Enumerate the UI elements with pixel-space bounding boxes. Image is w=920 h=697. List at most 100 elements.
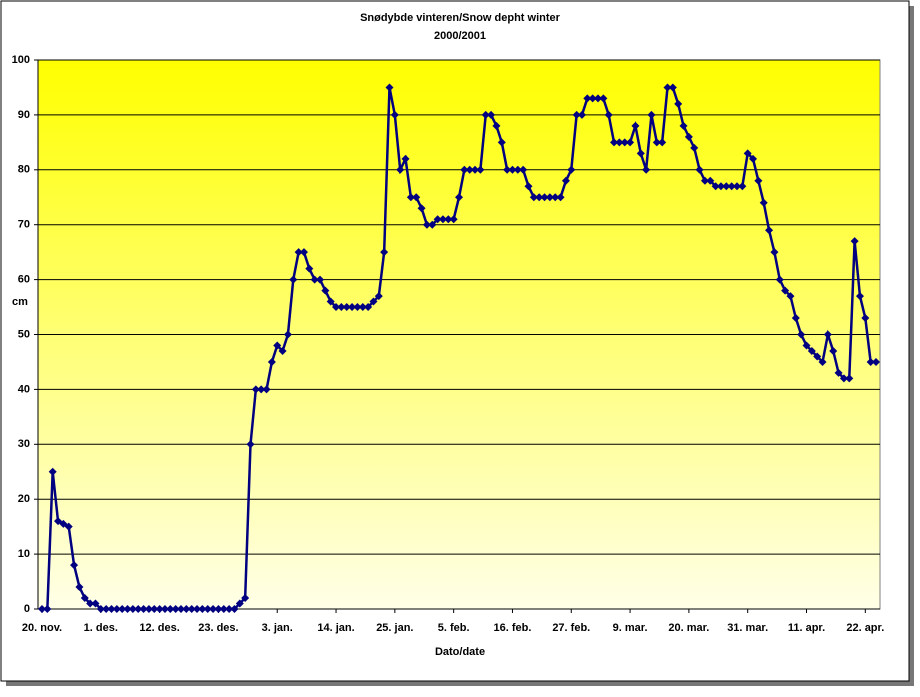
data-point xyxy=(599,94,608,103)
data-point xyxy=(342,303,351,312)
data-point xyxy=(112,605,121,613)
data-point xyxy=(310,275,319,284)
data-point xyxy=(91,599,100,608)
data-point xyxy=(567,165,576,174)
data-point xyxy=(193,605,202,613)
data-point xyxy=(107,605,116,613)
data-point xyxy=(626,138,635,147)
y-tick-label: 20 xyxy=(18,493,30,505)
x-tick-label: 23. des. xyxy=(198,622,238,634)
data-point xyxy=(305,264,314,273)
data-point xyxy=(770,248,779,257)
y-tick-label: 70 xyxy=(18,219,30,231)
data-point xyxy=(257,385,266,394)
data-point xyxy=(679,121,688,130)
data-point xyxy=(364,303,373,312)
data-point xyxy=(246,440,255,449)
data-point xyxy=(241,594,250,603)
y-axis-label: cm xyxy=(12,296,28,308)
x-tick-label: 31. mar. xyxy=(727,622,768,634)
data-point xyxy=(262,385,271,394)
data-point xyxy=(722,182,731,191)
data-point xyxy=(711,182,720,191)
data-point xyxy=(690,143,699,152)
data-point xyxy=(155,605,164,613)
x-tick-label: 12. des. xyxy=(139,622,179,634)
data-point xyxy=(332,303,341,312)
data-point xyxy=(540,193,549,202)
data-point xyxy=(797,330,806,339)
data-point xyxy=(588,94,597,103)
data-point xyxy=(823,330,832,339)
data-point xyxy=(321,286,330,295)
data-point xyxy=(401,154,410,163)
data-point xyxy=(385,83,394,92)
data-point xyxy=(738,182,747,191)
data-point xyxy=(86,599,95,608)
data-point xyxy=(503,165,512,174)
data-point xyxy=(433,215,442,224)
data-point xyxy=(754,176,763,185)
data-point xyxy=(449,215,458,224)
x-tick-label: 27. feb. xyxy=(552,622,590,634)
x-tick-label: 20. mar. xyxy=(668,622,709,634)
y-tick-label: 80 xyxy=(18,164,30,176)
data-point xyxy=(273,341,282,350)
data-point xyxy=(75,583,84,592)
data-point xyxy=(631,121,640,130)
data-point xyxy=(594,94,602,103)
data-point xyxy=(144,605,153,613)
data-point xyxy=(663,83,672,92)
data-point xyxy=(182,605,191,613)
data-point xyxy=(70,561,79,570)
data-point xyxy=(230,605,239,613)
data-point xyxy=(337,303,346,312)
data-point xyxy=(214,605,223,613)
data-point xyxy=(123,605,132,613)
data-point xyxy=(187,605,196,613)
x-tick-label: 1. des. xyxy=(84,622,118,634)
data-point xyxy=(96,605,105,613)
data-point xyxy=(380,248,389,257)
data-point xyxy=(348,303,357,312)
data-point xyxy=(134,605,143,613)
y-tick-label: 40 xyxy=(18,383,30,395)
data-point xyxy=(813,352,822,361)
data-point xyxy=(765,226,774,235)
data-point xyxy=(872,357,880,366)
data-point xyxy=(529,193,538,202)
data-point xyxy=(818,357,827,366)
data-point xyxy=(620,138,629,147)
data-point xyxy=(492,121,501,130)
data-point xyxy=(855,292,864,301)
data-point xyxy=(219,605,228,613)
data-point xyxy=(64,522,73,531)
data-point xyxy=(465,165,474,174)
data-point xyxy=(444,215,453,224)
data-point xyxy=(326,297,335,306)
data-point xyxy=(209,605,218,613)
data-point xyxy=(545,193,554,202)
data-point xyxy=(781,286,790,295)
data-point xyxy=(861,314,870,323)
data-point xyxy=(358,303,367,312)
data-point xyxy=(642,165,651,174)
data-point xyxy=(572,110,581,119)
data-point xyxy=(54,517,63,526)
data-point xyxy=(128,605,137,613)
data-point xyxy=(294,248,303,257)
data-point xyxy=(577,110,586,119)
y-tick-label: 50 xyxy=(18,328,30,340)
data-point xyxy=(802,341,811,350)
x-tick-label: 5. feb. xyxy=(438,622,470,634)
data-point xyxy=(471,165,480,174)
data-point xyxy=(150,605,159,613)
data-point xyxy=(610,138,619,147)
data-point xyxy=(369,297,378,306)
data-point xyxy=(583,94,592,103)
data-point xyxy=(604,110,613,119)
data-point xyxy=(786,292,795,301)
data-point xyxy=(829,346,838,355)
data-point xyxy=(422,220,431,229)
y-tick-label: 90 xyxy=(18,109,30,121)
